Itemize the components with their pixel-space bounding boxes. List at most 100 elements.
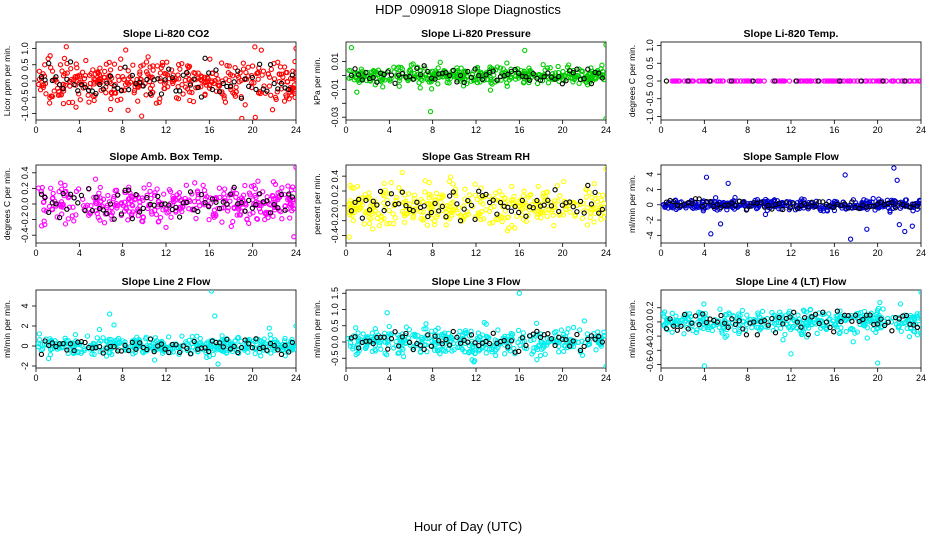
- y-tick-label: -0.5: [330, 350, 340, 366]
- reference-point: [468, 332, 475, 338]
- data-point: [271, 76, 278, 82]
- data-point: [579, 72, 585, 78]
- data-point: [591, 181, 597, 187]
- data-point: [554, 183, 561, 189]
- reference-point: [264, 347, 270, 353]
- data-point: [93, 200, 99, 206]
- data-point: [806, 78, 813, 84]
- data-point: [179, 81, 185, 88]
- data-point: [560, 212, 567, 218]
- data-point: [736, 328, 743, 335]
- data-points: [346, 166, 606, 240]
- data-point: [194, 343, 200, 349]
- reference-point: [574, 331, 580, 338]
- reference-point: [414, 65, 420, 71]
- data-point: [477, 199, 484, 205]
- data-point: [257, 89, 263, 95]
- data-point: [850, 326, 856, 333]
- data-point: [587, 209, 593, 215]
- data-point: [289, 208, 295, 214]
- data-point: [433, 68, 439, 74]
- data-point: [161, 191, 167, 197]
- data-point: [435, 81, 441, 87]
- reference-point: [410, 76, 416, 82]
- data-point: [768, 198, 775, 205]
- data-point: [584, 331, 590, 337]
- y-tick-label: -1.0: [645, 109, 655, 125]
- data-point: [874, 78, 880, 84]
- reference-point: [348, 72, 355, 78]
- data-point: [780, 337, 786, 343]
- panel-line2: Slope Line 2 Flow ml/min per min. 0 4 8 12 16 2…: [2, 276, 301, 383]
- reference-point: [169, 341, 175, 348]
- data-point: [511, 193, 517, 200]
- reference-point: [396, 343, 402, 349]
- reference-point: [581, 343, 587, 350]
- reference-point: [348, 208, 355, 214]
- reference-point: [812, 311, 819, 317]
- data-point: [47, 336, 53, 342]
- data-point: [573, 74, 580, 80]
- data-point: [515, 339, 521, 346]
- reference-point: [592, 189, 598, 195]
- data-point: [472, 192, 478, 198]
- reference-point: [78, 192, 85, 199]
- reference-point: [158, 341, 165, 347]
- reference-point: [512, 66, 518, 73]
- data-point: [164, 59, 170, 65]
- data-point: [195, 195, 201, 201]
- data-point: [475, 210, 481, 216]
- reference-point: [256, 61, 263, 67]
- data-point: [236, 212, 243, 218]
- data-point: [431, 218, 438, 224]
- data-point: [100, 196, 107, 202]
- data-point: [91, 194, 97, 201]
- reference-point: [556, 73, 562, 80]
- reference-point: [801, 314, 808, 321]
- data-point: [259, 72, 265, 78]
- data-point: [160, 207, 166, 213]
- data-point: [803, 309, 809, 315]
- reference-point: [180, 343, 186, 349]
- reference-point: [881, 322, 888, 329]
- data-point: [147, 64, 153, 70]
- data-point: [805, 321, 812, 328]
- data-points: [36, 165, 296, 240]
- data-point: [72, 73, 78, 80]
- data-point: [598, 216, 604, 223]
- reference-point: [534, 197, 540, 204]
- data-point: [348, 44, 355, 51]
- data-point: [451, 347, 457, 353]
- data-point: [519, 205, 526, 211]
- data-point: [423, 321, 429, 327]
- reference-point: [198, 94, 205, 100]
- data-point: [478, 185, 484, 191]
- x-tick-label: 12: [786, 125, 796, 135]
- x-tick-label: 0: [343, 248, 348, 258]
- data-point: [739, 307, 746, 314]
- data-point: [458, 65, 464, 71]
- data-point: [103, 90, 109, 96]
- data-point: [228, 223, 234, 230]
- x-tick-label: 4: [387, 125, 392, 135]
- reference-point: [743, 332, 750, 338]
- reference-point: [64, 76, 70, 82]
- data-points: [661, 165, 921, 242]
- data-point: [427, 108, 434, 115]
- reference-point: [198, 191, 205, 198]
- reference-point: [596, 210, 602, 216]
- data-point: [546, 206, 552, 212]
- y-tick-label: -0.5: [20, 89, 30, 105]
- data-point: [762, 211, 769, 218]
- reference-point: [678, 323, 684, 329]
- data-point: [898, 328, 904, 334]
- data-point: [108, 95, 114, 102]
- data-point: [558, 327, 565, 333]
- data-point: [583, 186, 589, 193]
- reference-point: [253, 86, 259, 93]
- reference-point: [64, 347, 70, 353]
- data-point: [668, 318, 674, 325]
- data-point: [271, 196, 277, 202]
- data-point: [77, 74, 83, 80]
- reference-point: [505, 71, 511, 77]
